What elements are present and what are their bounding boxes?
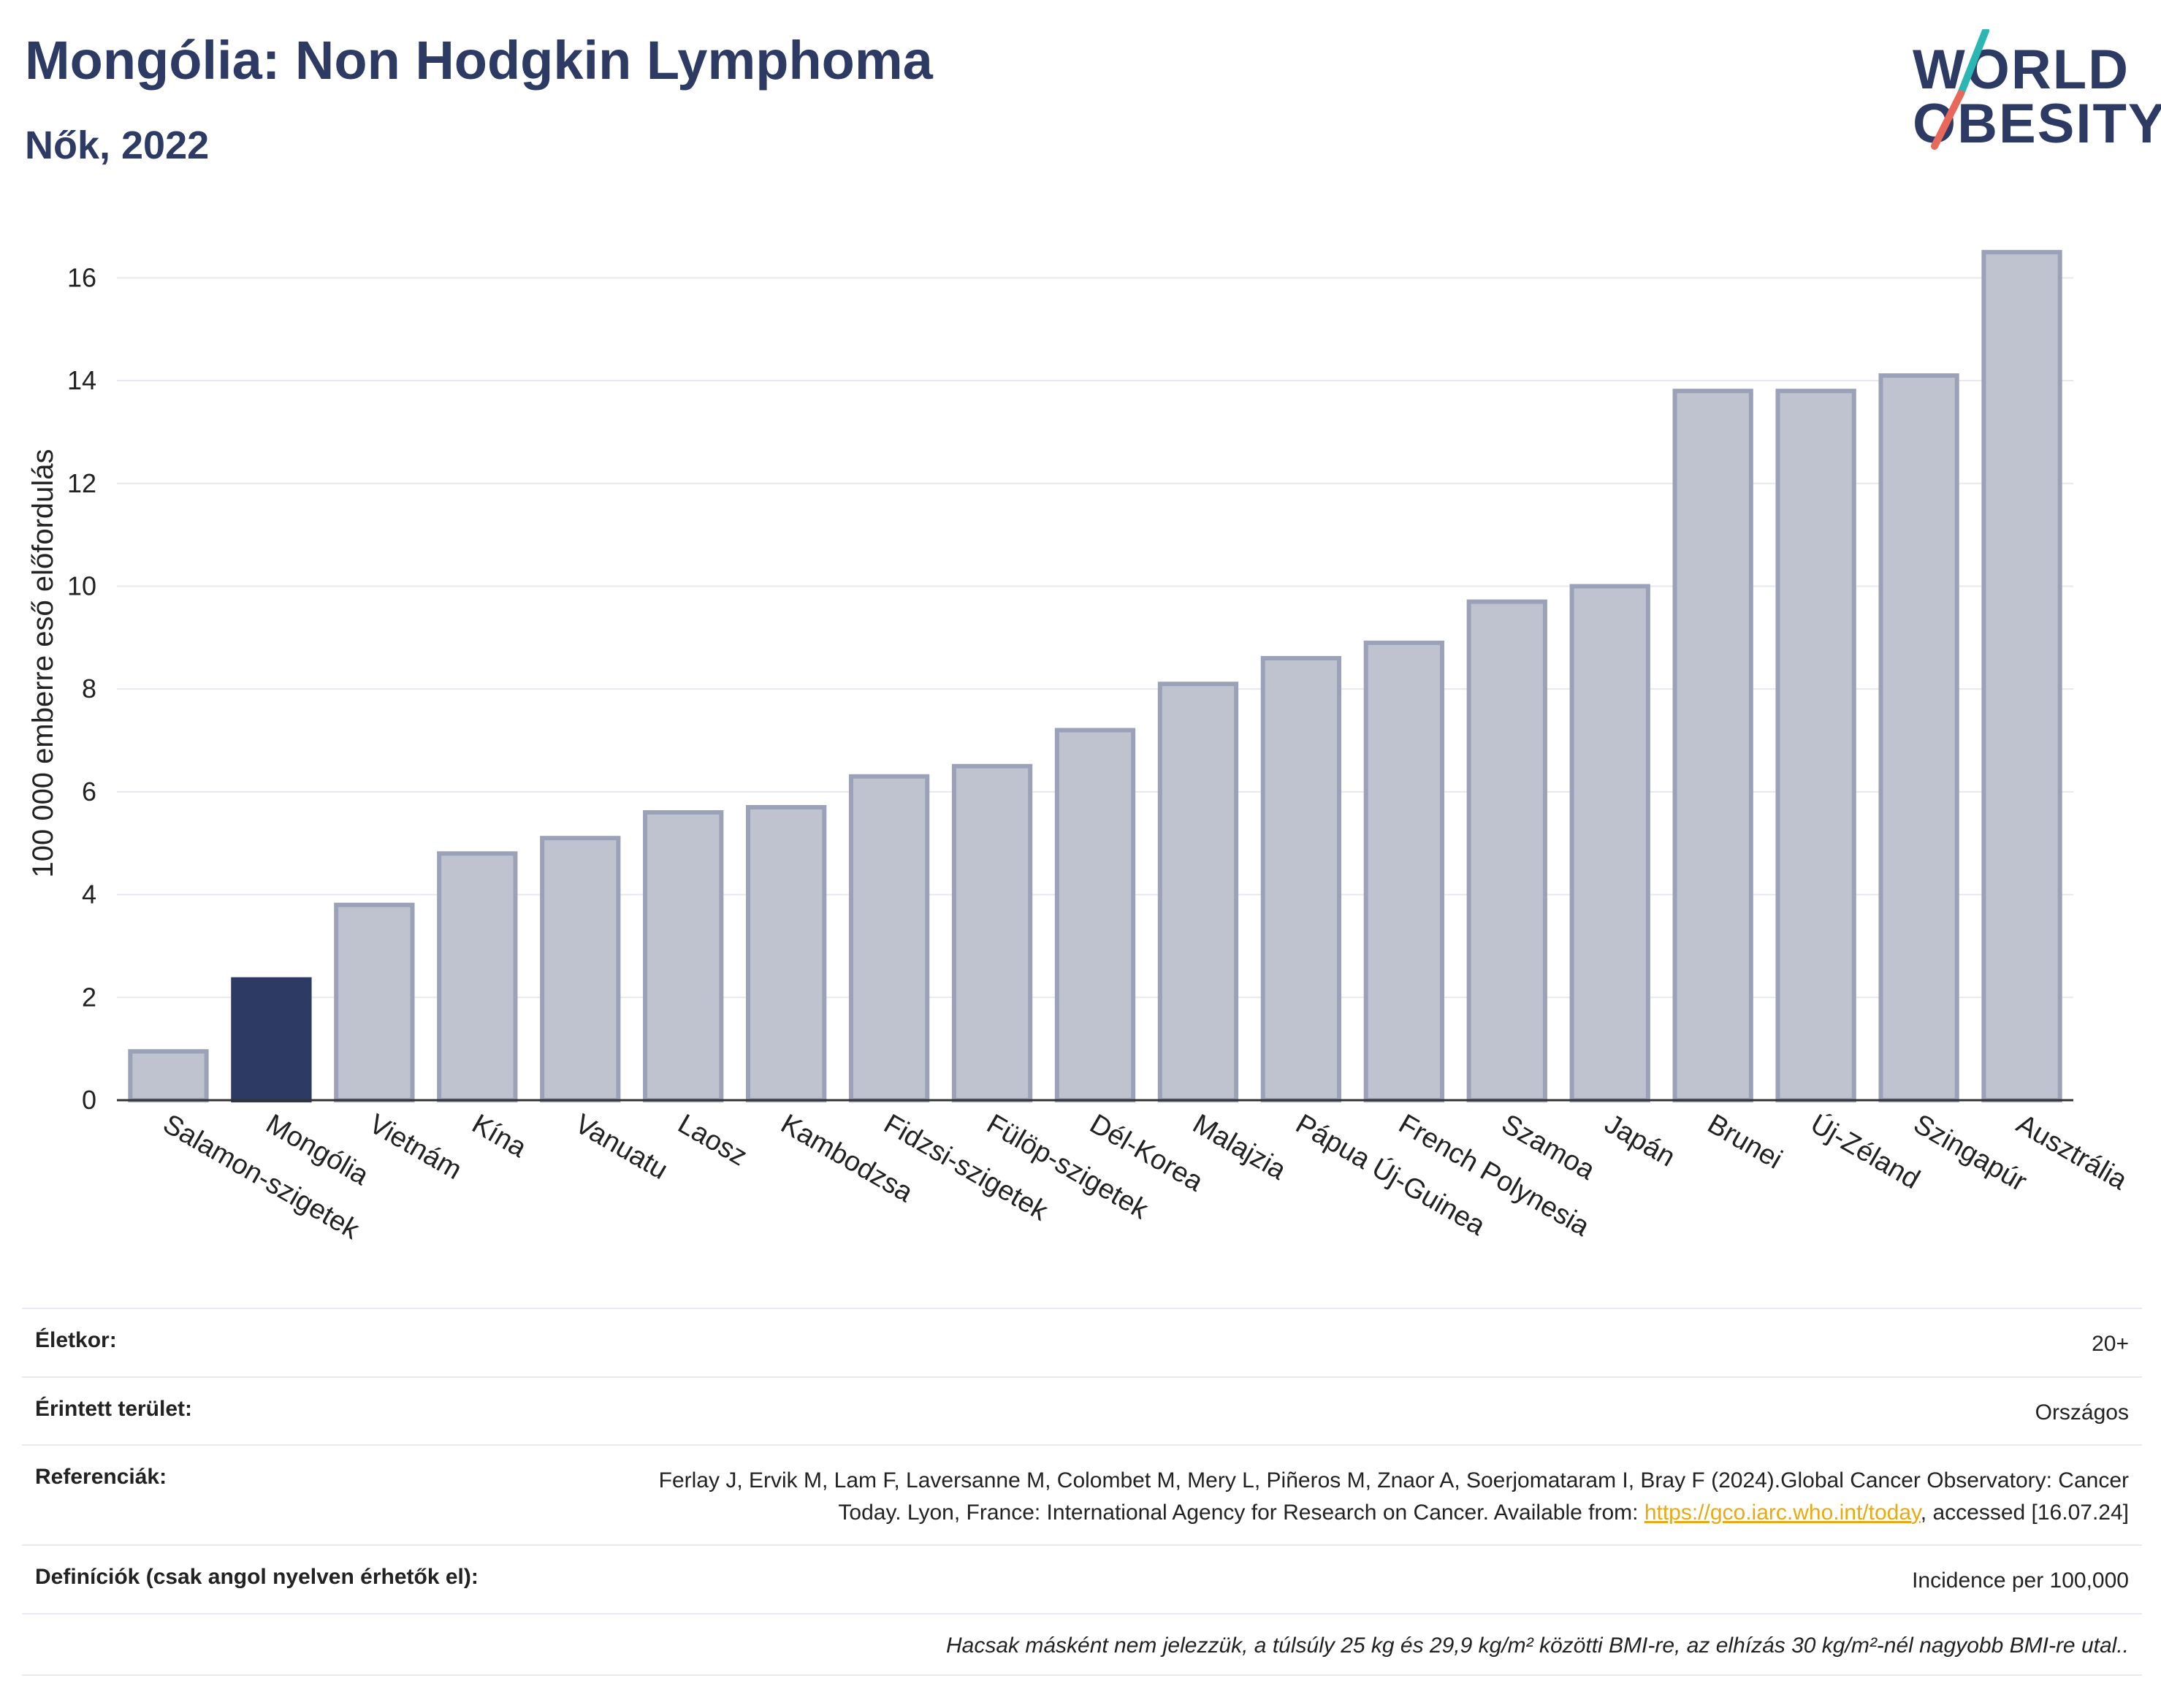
- y-tick-label: 4: [82, 880, 96, 910]
- x-tick-label: French Polynesia: [1393, 1108, 1595, 1243]
- bar: [1775, 389, 1856, 1103]
- definitions-label: Definíciók (csak angol nyelven érhetők e…: [35, 1565, 479, 1589]
- info-row-references: Referenciák: Ferlay J, Ervik M, Lam F, L…: [22, 1444, 2142, 1544]
- bar: [746, 804, 827, 1102]
- bar: [437, 851, 518, 1103]
- x-tick-label: Kína: [467, 1108, 532, 1164]
- info-table: Életkor: 20+ Érintett terület: Országos …: [22, 1308, 2142, 1676]
- x-tick-label: Új-Zéland: [1805, 1108, 1925, 1196]
- y-tick-label: 16: [67, 262, 96, 292]
- references-label: Referenciák:: [35, 1465, 167, 1489]
- bar: [1157, 682, 1239, 1102]
- x-tick-label: Ausztrália: [2011, 1108, 2133, 1196]
- bar: [1466, 599, 1547, 1102]
- x-tick-label: Vietnám: [364, 1108, 467, 1186]
- bar: [1569, 584, 1650, 1102]
- definitions-value: Incidence per 100,000: [1912, 1568, 2129, 1593]
- x-tick-label: Laosz: [673, 1108, 752, 1172]
- bar-chart: 0 2 4 6 8 10 12 14 16 100 000 emberre eső előford…: [27, 250, 2133, 1246]
- age-value: 20+: [2092, 1332, 2129, 1356]
- area-value: Országos: [2035, 1400, 2129, 1425]
- y-axis-title: 100 000 emberre eső előfordulás: [27, 449, 59, 877]
- x-tick-label: Szingapúr: [1908, 1108, 2032, 1197]
- bar: [334, 902, 415, 1102]
- page-subtitle: Nők, 2022: [25, 123, 210, 167]
- x-tick-label: Brunei: [1702, 1108, 1787, 1175]
- y-tick-label: 14: [67, 365, 96, 395]
- y-tick-label: 10: [67, 571, 96, 601]
- x-tick-label: Vanuatu: [570, 1108, 673, 1186]
- bar: [231, 977, 312, 1102]
- logo-line-1: WORLD: [1913, 39, 2130, 101]
- info-row-definitions: Definíciók (csak angol nyelven érhetők e…: [22, 1544, 2142, 1613]
- area-label: Érintett terület:: [35, 1396, 193, 1421]
- bar: [848, 774, 930, 1103]
- references-accessed: , accessed [16.07.24]: [1920, 1500, 2129, 1525]
- x-tick-label: Japán: [1599, 1108, 1680, 1173]
- bar: [1363, 640, 1444, 1102]
- page-title: Mongólia: Non Hodgkin Lymphoma: [25, 30, 933, 91]
- age-label: Életkor:: [35, 1328, 117, 1352]
- bar: [1672, 389, 1753, 1103]
- references-value: Ferlay J, Ervik M, Lam F, Laversanne M, …: [631, 1465, 2129, 1528]
- y-tick-label: 6: [82, 777, 96, 807]
- y-tick-label: 12: [67, 468, 96, 498]
- y-tick-label: 8: [82, 674, 96, 704]
- bar: [1981, 250, 2062, 1102]
- y-tick-label: 2: [82, 982, 96, 1012]
- logo-slash-icon: [1931, 29, 1989, 150]
- info-row-note: Hacsak másként nem jelezzük, a túlsúly 2…: [22, 1612, 2142, 1676]
- bar: [951, 763, 1033, 1102]
- bar: [643, 810, 724, 1103]
- footnote: Hacsak másként nem jelezzük, a túlsúly 2…: [945, 1633, 2129, 1658]
- x-tick-label: Pápua Új-Guinea: [1290, 1108, 1491, 1242]
- info-row-area: Érintett terület: Országos: [22, 1376, 2142, 1445]
- world-obesity-logo: WORLD OBESITY: [1899, 29, 2161, 161]
- references-link[interactable]: https://gco.iarc.who.int/today: [1644, 1500, 1921, 1525]
- references-text: Ferlay J, Ervik M, Lam F, Laversanne M, …: [658, 1468, 2129, 1525]
- y-tick-label: 0: [82, 1085, 96, 1115]
- bar: [128, 1049, 209, 1102]
- bar: [540, 836, 621, 1102]
- info-row-age: Életkor: 20+: [22, 1308, 2142, 1376]
- bar: [1054, 728, 1136, 1102]
- bar: [1878, 373, 1959, 1102]
- bar: [1260, 655, 1342, 1102]
